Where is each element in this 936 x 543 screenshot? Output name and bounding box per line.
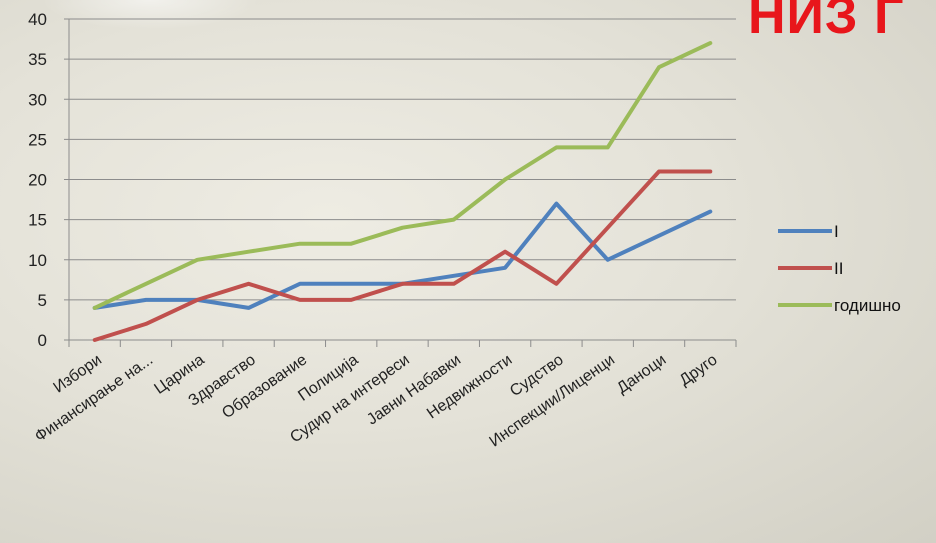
y-axis-tick-labels: 0 5 10 15 20 25 30 35 40	[28, 10, 47, 350]
series-line	[92, 41, 713, 310]
x-tick-label: Друго	[677, 351, 721, 389]
x-tick-label: Даноци	[614, 351, 669, 397]
axes	[64, 18, 737, 347]
y-tick-label: 0	[38, 331, 47, 350]
y-tick-label: 30	[28, 90, 47, 109]
gridlines	[69, 18, 736, 301]
y-tick-label: 40	[28, 10, 47, 29]
y-tick-label: 5	[38, 291, 47, 310]
background-glow	[40, 0, 260, 30]
y-tick-label: 10	[28, 251, 47, 270]
legend-label: II	[834, 259, 843, 278]
slide-title: НИЗ Г	[748, 0, 905, 45]
legend-label: I	[834, 222, 839, 241]
series-lines	[92, 41, 713, 342]
y-tick-label: 35	[28, 50, 47, 69]
y-tick-label: 15	[28, 211, 47, 230]
y-tick-label: 25	[28, 130, 47, 149]
series-line	[92, 169, 713, 342]
legend-label: годишно	[834, 296, 901, 315]
y-tick-label: 20	[28, 171, 47, 190]
